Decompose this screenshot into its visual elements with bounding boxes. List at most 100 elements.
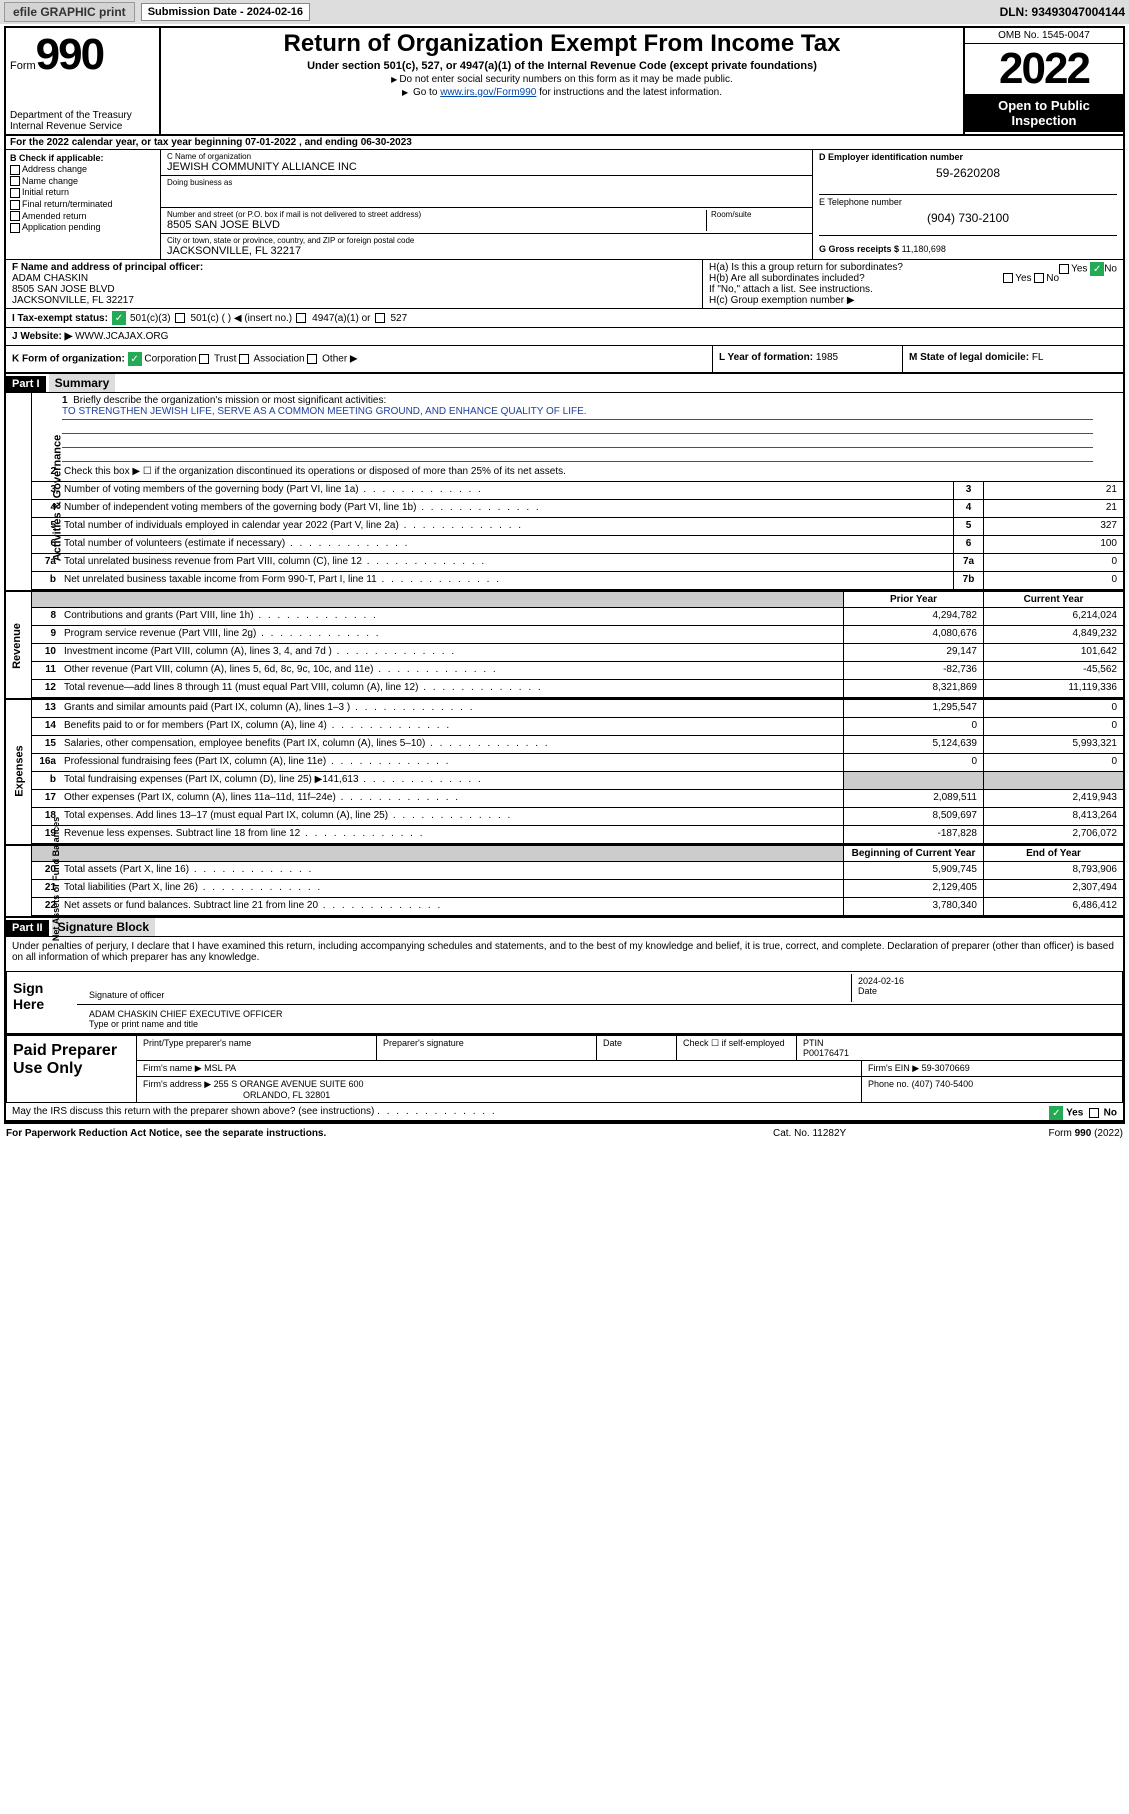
tax-year: 2022 <box>965 44 1123 94</box>
row-bcde: B Check if applicable: Address change Na… <box>6 150 1123 260</box>
ptin: P00176471 <box>803 1048 849 1058</box>
firm: MSL PA <box>204 1063 236 1073</box>
part1-title: Summary <box>49 374 116 392</box>
ha-no[interactable]: ✓ <box>1090 262 1104 276</box>
pphone-lbl: Phone no. <box>868 1079 909 1089</box>
officer-addr1: 8505 SAN JOSE BLVD <box>12 284 696 295</box>
summary-na: Net Assets or Fund Balances Beginning of… <box>6 846 1123 918</box>
chk-addr[interactable] <box>10 165 20 175</box>
part1-hdr: Part I <box>6 376 46 392</box>
chk-final[interactable] <box>10 200 20 210</box>
uline3 <box>62 434 1093 448</box>
vtab-exp: Expenses <box>6 700 32 844</box>
k-lbl: K Form of organization: <box>12 354 125 365</box>
chk-app[interactable] <box>10 223 20 233</box>
chk-other[interactable] <box>307 354 317 364</box>
date-lbl: Date <box>858 986 877 996</box>
addr: 8505 SAN JOSE BLVD <box>167 219 706 231</box>
chk-trust[interactable] <box>199 354 209 364</box>
i-o2: 501(c) ( ) ◀ (insert no.) <box>191 313 293 324</box>
psig-lbl: Preparer's signature <box>383 1038 464 1048</box>
col-f: F Name and address of principal officer:… <box>6 260 703 308</box>
cat-no: Cat. No. 11282Y <box>773 1128 973 1139</box>
f-lbl: F Name and address of principal officer: <box>12 262 696 273</box>
form-number: 990 <box>36 30 103 80</box>
yes2: Yes <box>1015 273 1031 284</box>
j-lbl: J Website: ▶ <box>12 331 72 342</box>
city-lbl: City or town, state or province, country… <box>167 236 806 245</box>
vtab-ag: Activities & Governance <box>6 393 32 590</box>
vtab-ag-txt: Activities & Governance <box>51 434 63 561</box>
part2-bar: Part II Signature Block <box>6 918 1123 937</box>
vtab-na-txt: Net Assets or Fund Balances <box>51 817 61 941</box>
phone: (904) 730-2100 <box>819 211 1117 225</box>
chk-name[interactable] <box>10 176 20 186</box>
chk-corp[interactable]: ✓ <box>128 352 142 366</box>
no1: No <box>1104 264 1117 275</box>
chk-assoc[interactable] <box>239 354 249 364</box>
c-lbl: C Name of organization <box>167 152 806 161</box>
discuss-yes[interactable]: ✓ <box>1049 1106 1063 1120</box>
i-o4: 527 <box>391 313 408 324</box>
addr-lbl: Number and street (or P.O. box if mail i… <box>167 210 706 219</box>
firm-ein: 59-3070669 <box>922 1063 970 1073</box>
pcheck-lbl: Check ☐ if self-employed <box>683 1038 785 1048</box>
chk-init[interactable] <box>10 188 20 198</box>
paddr-lbl: Firm's address ▶ <box>143 1079 211 1089</box>
website: WWW.JCAJAX.ORG <box>75 331 168 342</box>
chk-501c3[interactable]: ✓ <box>112 311 126 325</box>
hdr-left: Form 990 Department of the Treasury Inte… <box>6 28 161 134</box>
officer-name: ADAM CHASKIN <box>12 273 696 284</box>
summary-ag: Activities & Governance 1 Briefly descri… <box>6 393 1123 592</box>
dln: DLN: 93493047004144 <box>1000 5 1125 19</box>
mission-txt: TO STRENGTHEN JEWISH LIFE, SERVE AS A CO… <box>62 406 1093 420</box>
efile-btn[interactable]: efile GRAPHIC print <box>4 2 135 22</box>
form-subtitle: Under section 501(c), 527, or 4947(a)(1)… <box>169 60 955 72</box>
form-title: Return of Organization Exempt From Incom… <box>169 30 955 58</box>
penalty-text: Under penalties of perjury, I declare th… <box>6 937 1123 967</box>
b-name: Name change <box>22 176 78 186</box>
ha-yes[interactable] <box>1059 264 1069 274</box>
b-app: Application pending <box>22 222 101 232</box>
ha: H(a) Is this a group return for subordin… <box>709 262 903 273</box>
part1-bar: Part I Summary <box>6 374 1123 393</box>
discuss-no[interactable] <box>1089 1108 1099 1118</box>
chk-527[interactable] <box>375 313 385 323</box>
end-hdr: End of Year <box>983 846 1123 861</box>
preparer-row: Paid Preparer Use Only Print/Type prepar… <box>6 1034 1123 1103</box>
b-final: Final return/terminated <box>22 199 113 209</box>
firm-lbl: Firm's name ▶ <box>143 1063 202 1073</box>
chk-501c[interactable] <box>175 313 185 323</box>
chk-amend[interactable] <box>10 211 20 221</box>
hb-yes[interactable] <box>1003 273 1013 283</box>
hb2: If "No," attach a list. See instructions… <box>709 284 1117 295</box>
dba-lbl: Doing business as <box>167 178 806 187</box>
dept-treasury: Department of the Treasury Internal Reve… <box>10 110 155 132</box>
ein: 59-2620208 <box>819 166 1117 180</box>
top-bar: efile GRAPHIC print Submission Date - 20… <box>0 0 1129 24</box>
room-lbl: Room/suite <box>711 210 806 219</box>
part2-hdr: Part II <box>6 920 49 936</box>
hb-no[interactable] <box>1034 273 1044 283</box>
year-formation: 1985 <box>816 352 838 363</box>
signer-name: ADAM CHASKIN CHIEF EXECUTIVE OFFICER <box>89 1009 1110 1019</box>
chk-4947[interactable] <box>296 313 306 323</box>
b-amend: Amended return <box>22 211 87 221</box>
g-lbl: G Gross receipts $ <box>819 244 899 254</box>
sign-here: Sign Here <box>7 972 77 1033</box>
col-c: C Name of organization JEWISH COMMUNITY … <box>161 150 813 259</box>
summary-rev: Revenue Prior YearCurrent Year 8Contribu… <box>6 592 1123 700</box>
e-lbl: E Telephone number <box>819 197 1117 207</box>
page-footer: For Paperwork Reduction Act Notice, see … <box>0 1126 1129 1141</box>
l-lbl: L Year of formation: <box>719 352 813 363</box>
sign-here-row: Sign Here Signature of officer 2024-02-1… <box>6 971 1123 1034</box>
city: JACKSONVILLE, FL 32217 <box>167 245 806 257</box>
prior-hdr: Prior Year <box>843 592 983 607</box>
irs-link[interactable]: www.irs.gov/Form990 <box>440 87 536 98</box>
hc: H(c) Group exemption number ▶ <box>709 295 1117 306</box>
hdr-right: OMB No. 1545-0047 2022 Open to Public In… <box>963 28 1123 134</box>
name-lbl: Type or print name and title <box>89 1019 198 1029</box>
part2-title: Signature Block <box>52 918 155 936</box>
mission-q: Briefly describe the organization's miss… <box>73 395 386 406</box>
no2: No <box>1046 273 1059 284</box>
